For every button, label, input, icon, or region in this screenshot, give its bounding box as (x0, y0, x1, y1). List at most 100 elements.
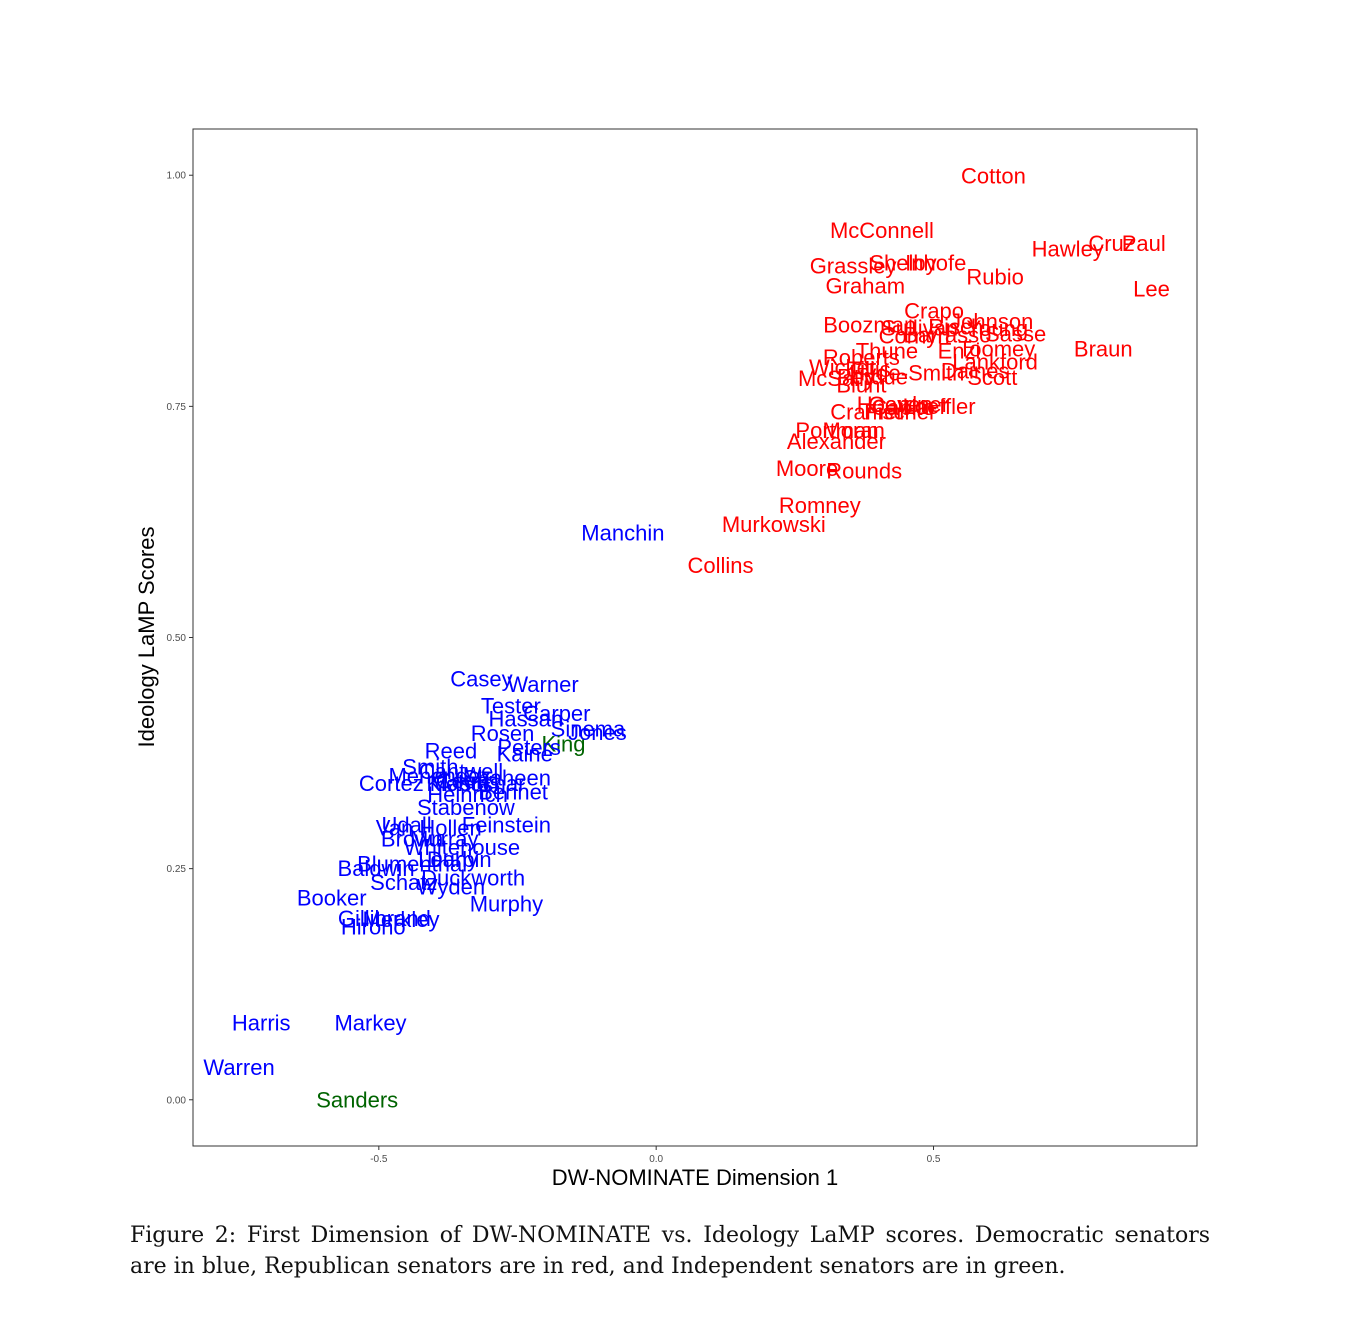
point-label-warren: Warren (203, 1055, 274, 1080)
point-label-menendez: Menendez (388, 764, 491, 789)
point-label-hyde-smith: Hyde-Smith (849, 361, 964, 386)
point-label-tester: Tester (481, 693, 541, 718)
point-label-grassley: Grassley (810, 253, 897, 278)
point-label-duckworth: Duckworth (421, 865, 525, 890)
point-label-thune: Thune (856, 338, 918, 363)
point-label-king: King (542, 731, 586, 756)
point-label-carper: Carper (523, 701, 590, 726)
point-label-sullivan: Sullivan (881, 315, 958, 340)
plot-panel (192, 128, 1198, 1147)
x-tick-label: -0.5 (370, 1154, 388, 1165)
point-label-gillibrand: Gillibrand (338, 906, 431, 931)
point-label-brown: Brown (381, 827, 443, 852)
y-tick-label: 1.00 (167, 171, 187, 182)
y-axis-title: Ideology LaMP Scores (134, 527, 159, 748)
point-label-leahy: Leahy (418, 847, 478, 872)
point-label-kaine: Kaine (497, 741, 553, 766)
point-label-murkowski: Murkowski (722, 512, 826, 537)
point-label-tillis: Tillis (848, 357, 891, 382)
point-label-sasse: Sasse (985, 322, 1046, 347)
figure-caption: Figure 2: First Dimension of DW-NOMINATE… (130, 1223, 1210, 1279)
point-label-sinema: Sinema (551, 717, 626, 742)
point-label-stabenow: Stabenow (417, 795, 515, 820)
point-label-cantwell: Cantwell (419, 759, 503, 784)
point-label-hassan: Hassan (489, 706, 564, 731)
point-label-daines: Daines (941, 359, 1009, 384)
point-label-peters: Peters (497, 735, 561, 760)
point-label-harris: Harris (232, 1011, 291, 1036)
point-label-casey: Casey (450, 667, 512, 692)
point-label-merkley: Merkley (363, 907, 440, 932)
point-label-blunt: Blunt (836, 373, 886, 398)
point-label-smith: Smith (402, 754, 458, 779)
point-label-collins: Collins (688, 553, 754, 578)
point-label-baldwin: Baldwin (338, 856, 415, 881)
point-label-romney: Romney (779, 493, 861, 518)
y-tick-label: 0.75 (167, 402, 187, 413)
y-tick-label: 0.25 (167, 864, 187, 875)
point-label-rubio: Rubio (966, 264, 1023, 289)
point-label-schatz: Schatz (370, 870, 437, 895)
point-label-johnson: Johnson (950, 309, 1033, 334)
point-label-van-hollen: Van Hollen (376, 815, 482, 840)
point-label-rosen: Rosen (471, 721, 535, 746)
point-label-heinrich: Heinrich (427, 782, 508, 807)
point-label-booker: Booker (297, 886, 367, 911)
point-label-moran: Moran (822, 418, 884, 443)
point-label-graham: Graham (826, 274, 905, 299)
point-label-feinstein: Feinstein (462, 813, 551, 838)
point-label-boozman: Boozman (823, 313, 916, 338)
point-label-shaheen: Shaheen (463, 766, 551, 791)
x-tick-label: 0.0 (649, 1154, 663, 1165)
point-label-blumenthal: Blumenthal (357, 852, 467, 877)
point-label-jones: Jones (568, 720, 627, 745)
point-label-cortez-masto: Cortez Masto (359, 771, 490, 796)
point-label-braun: Braun (1074, 337, 1133, 362)
point-label-scott: Scott (967, 365, 1017, 390)
point-label-coons: Coons (436, 768, 500, 793)
point-label-wyden: Wyden (417, 875, 485, 900)
point-label-roberts: Roberts (823, 345, 900, 370)
point-label-cruz: Cruz (1088, 231, 1134, 256)
point-label-alexander: Alexander (787, 429, 886, 454)
point-label-murray: Murray (410, 827, 478, 852)
point-label-bennet: Bennet (478, 779, 548, 804)
point-label-mcconnell: McConnell (830, 218, 934, 243)
point-label-cotton: Cotton (961, 164, 1026, 189)
point-label-risch: Risch (928, 314, 983, 339)
point-label-cramer: Cramer (830, 399, 903, 424)
point-label-warner: Warner (507, 672, 578, 697)
point-label-cornyn: Cornyn (879, 324, 950, 349)
point-label-murphy: Murphy (470, 891, 543, 916)
point-label-paul: Paul (1122, 231, 1166, 256)
point-label-markey: Markey (334, 1011, 406, 1036)
point-label-hirono: Hirono (341, 914, 406, 939)
point-label-manchin: Manchin (581, 521, 664, 546)
point-label-enzi: Enzi (938, 338, 981, 363)
y-tick-label: 0.00 (167, 1095, 187, 1106)
point-label-inhofe: Inhofe (905, 251, 966, 276)
point-label-fischer: Fischer (864, 399, 936, 424)
point-label-klobuchar: Klobuchar (426, 771, 525, 796)
x-axis-title: DW-NOMINATE Dimension 1 (552, 1165, 838, 1190)
point-label-shelby: Shelby (869, 251, 936, 276)
scatter-chart: -0.5 0.0 0.5 0.00 0.25 0.50 0.75 1.00 Cotton McC… (134, 128, 1198, 1190)
point-label-moore: Moore (776, 456, 838, 481)
point-label-wicker: Wicker (809, 355, 876, 380)
point-label-toomey: Toomey (958, 337, 1035, 362)
point-label-gardner: Gardner (868, 392, 949, 417)
point-label-crapo: Crapo (904, 299, 964, 324)
y-tick-label: 0.50 (167, 633, 187, 644)
point-label-barrasso: Barrasso (903, 323, 991, 348)
x-tick-label: 0.5 (927, 1154, 941, 1165)
point-label-portman: Portman (795, 418, 878, 443)
point-label-loeffler: Loeffler (903, 394, 976, 419)
point-label-capito: Capito (871, 395, 935, 420)
point-label-sanders: Sanders (316, 1087, 398, 1112)
point-label-reed: Reed (425, 739, 478, 764)
point-label-hoeven: Hoeven (857, 392, 933, 417)
point-label-young: Young (967, 316, 1029, 341)
point-label-durbin: Durbin (427, 847, 492, 872)
point-label-whitehouse: Whitehouse (404, 835, 520, 860)
